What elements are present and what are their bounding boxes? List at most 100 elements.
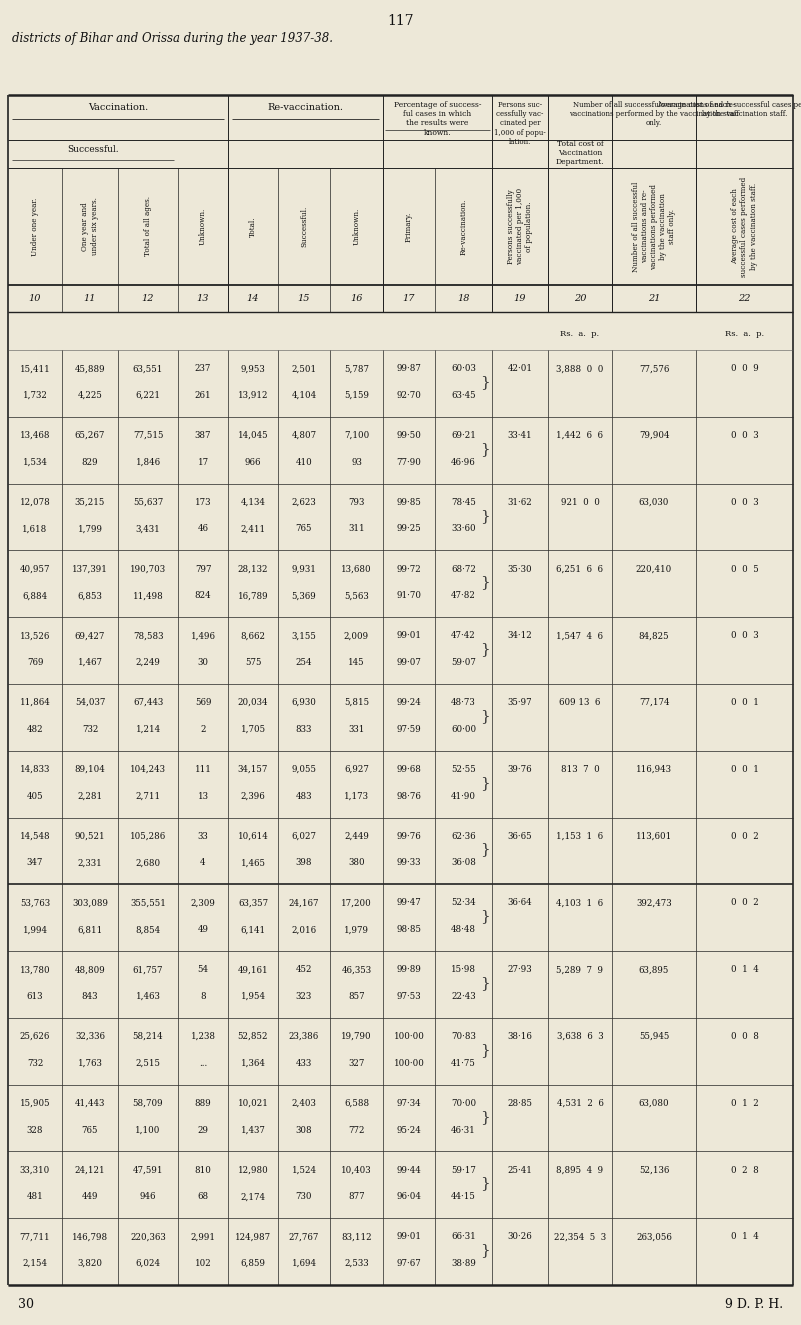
Text: 30: 30 [198, 659, 208, 666]
Text: 575: 575 [245, 659, 261, 666]
Text: 398: 398 [296, 859, 312, 868]
Text: 48,809: 48,809 [74, 966, 106, 974]
Text: 63·45: 63·45 [451, 391, 476, 400]
Text: 13,680: 13,680 [341, 564, 372, 574]
Text: 4,807: 4,807 [292, 431, 316, 440]
Text: }: } [481, 909, 490, 924]
Text: 10: 10 [29, 294, 41, 303]
Text: 2,403: 2,403 [292, 1098, 316, 1108]
Text: 70·00: 70·00 [451, 1098, 476, 1108]
Text: 0  1  2: 0 1 2 [731, 1098, 759, 1108]
Text: 99·89: 99·89 [396, 966, 421, 974]
Text: 102: 102 [195, 1259, 211, 1268]
Text: 2: 2 [200, 725, 206, 734]
Text: 2,009: 2,009 [344, 631, 369, 640]
Text: Unknown.: Unknown. [199, 208, 207, 245]
Text: 220,410: 220,410 [636, 564, 672, 574]
Text: 12,078: 12,078 [20, 498, 50, 506]
Text: 10,021: 10,021 [238, 1098, 268, 1108]
Text: 772: 772 [348, 1125, 364, 1134]
Text: 31·62: 31·62 [508, 498, 533, 506]
Text: 6,141: 6,141 [240, 925, 266, 934]
Text: 769: 769 [26, 659, 43, 666]
Text: 328: 328 [26, 1125, 43, 1134]
Text: 0  0  2: 0 0 2 [731, 832, 759, 840]
Text: }: } [481, 375, 490, 390]
Text: 14,548: 14,548 [20, 832, 50, 840]
Text: 4,134: 4,134 [240, 498, 265, 506]
Text: 60·03: 60·03 [451, 364, 476, 374]
Text: 63,551: 63,551 [133, 364, 163, 374]
Text: 877: 877 [348, 1192, 364, 1202]
Text: 857: 857 [348, 992, 364, 1000]
Text: 1,153  1  6: 1,153 1 6 [557, 832, 604, 840]
Text: 1,732: 1,732 [22, 391, 47, 400]
Text: 2,154: 2,154 [22, 1259, 47, 1268]
Text: 0  0  5: 0 0 5 [731, 564, 759, 574]
Text: 45,889: 45,889 [74, 364, 105, 374]
Text: 68: 68 [197, 1192, 208, 1202]
Text: Total cost of
Vaccination
Department.: Total cost of Vaccination Department. [556, 140, 604, 167]
Text: 1,547  4  6: 1,547 4 6 [557, 631, 603, 640]
Text: 35·30: 35·30 [508, 564, 533, 574]
Text: 323: 323 [296, 992, 312, 1000]
Text: 14,045: 14,045 [238, 431, 268, 440]
Text: 61,757: 61,757 [133, 966, 163, 974]
Text: 2,991: 2,991 [191, 1232, 215, 1242]
Text: 13,526: 13,526 [20, 631, 50, 640]
Text: 33·60: 33·60 [451, 525, 476, 534]
Text: }: } [481, 1043, 490, 1057]
Text: 146,798: 146,798 [72, 1232, 108, 1242]
Text: 797: 797 [195, 564, 211, 574]
Text: 22·43: 22·43 [451, 992, 476, 1000]
Text: 36·65: 36·65 [508, 832, 533, 840]
Text: 1,442  6  6: 1,442 6 6 [557, 431, 603, 440]
Text: 237: 237 [195, 364, 211, 374]
Text: 3,638  6  3: 3,638 6 3 [557, 1032, 603, 1041]
Text: 52·34: 52·34 [451, 898, 476, 908]
Text: 15: 15 [298, 294, 310, 303]
Text: 3,888  0  0: 3,888 0 0 [557, 364, 604, 374]
Text: 36·64: 36·64 [508, 898, 533, 908]
Text: 99·47: 99·47 [396, 898, 421, 908]
Text: 77,711: 77,711 [20, 1232, 50, 1242]
Text: 96·04: 96·04 [396, 1192, 421, 1202]
Text: 0  0  3: 0 0 3 [731, 498, 759, 506]
Text: 1,524: 1,524 [292, 1166, 316, 1175]
Text: 41·75: 41·75 [451, 1059, 476, 1068]
Text: 966: 966 [245, 457, 261, 466]
Text: Unknown.: Unknown. [352, 208, 360, 245]
Text: 609 13  6: 609 13 6 [559, 698, 601, 708]
Text: 39·76: 39·76 [508, 765, 533, 774]
Text: 18: 18 [457, 294, 469, 303]
Text: }: } [481, 1243, 490, 1257]
Text: 44·15: 44·15 [451, 1192, 476, 1202]
Text: 29: 29 [198, 1125, 208, 1134]
Text: 63,357: 63,357 [238, 898, 268, 908]
Text: 99·01: 99·01 [396, 631, 421, 640]
Text: 66·31: 66·31 [451, 1232, 476, 1242]
Text: 35·97: 35·97 [508, 698, 533, 708]
Text: 8,854: 8,854 [135, 925, 160, 934]
Text: 843: 843 [82, 992, 99, 1000]
Text: 810: 810 [195, 1166, 211, 1175]
Text: 833: 833 [296, 725, 312, 734]
Text: 97·53: 97·53 [396, 992, 421, 1000]
Text: 41,443: 41,443 [74, 1098, 105, 1108]
Text: 6,024: 6,024 [135, 1259, 160, 1268]
Text: 84,825: 84,825 [638, 631, 670, 640]
Text: 77,515: 77,515 [133, 431, 163, 440]
Text: 4,103  1  6: 4,103 1 6 [557, 898, 604, 908]
Text: 0  0  1: 0 0 1 [731, 698, 759, 708]
Text: 46·96: 46·96 [451, 457, 476, 466]
Text: 53,763: 53,763 [20, 898, 50, 908]
Text: 308: 308 [296, 1125, 312, 1134]
Text: 19: 19 [513, 294, 526, 303]
Text: 59·17: 59·17 [451, 1166, 476, 1175]
Text: 6,859: 6,859 [240, 1259, 265, 1268]
Text: 95·24: 95·24 [396, 1125, 421, 1134]
Text: 4,531  2  6: 4,531 2 6 [557, 1098, 603, 1108]
Text: 2,396: 2,396 [240, 791, 265, 800]
Text: 5,815: 5,815 [344, 698, 369, 708]
Text: 263,056: 263,056 [636, 1232, 672, 1242]
